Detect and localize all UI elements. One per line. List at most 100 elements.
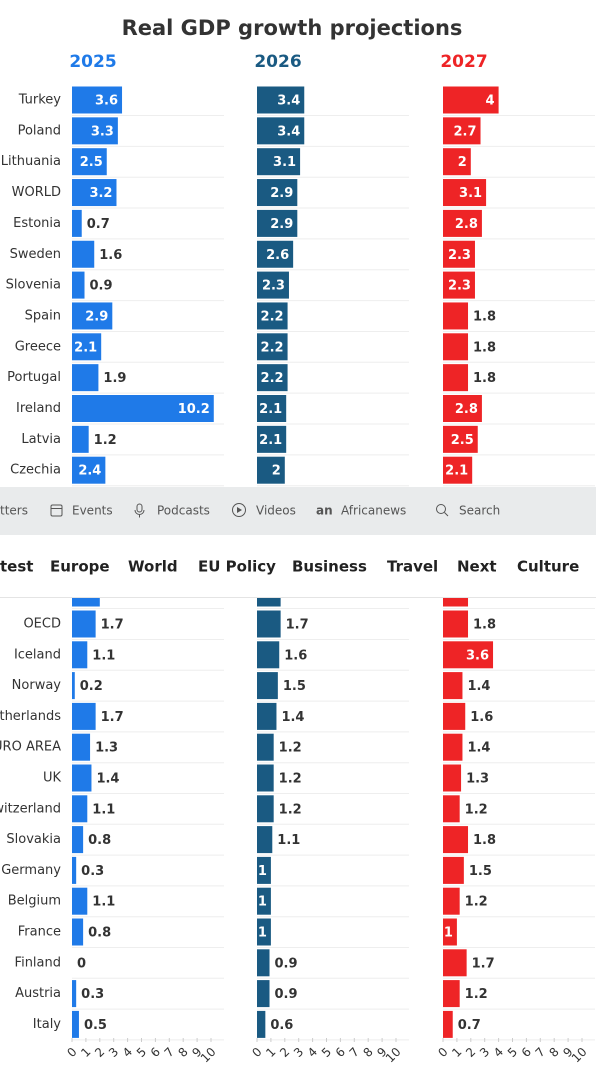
- category-label: witzerland: [0, 801, 61, 816]
- value-label: 2.9: [270, 217, 293, 232]
- x-tick-label: 10: [383, 1045, 404, 1066]
- value-label: 1.8: [473, 340, 496, 355]
- category-label: Germany: [1, 863, 61, 878]
- menu-item[interactable]: test: [0, 558, 33, 576]
- value-label: 2.4: [78, 464, 101, 479]
- value-label: 1.6: [99, 248, 122, 263]
- value-label: 1.3: [466, 772, 489, 787]
- category-label: Lithuania: [1, 154, 61, 169]
- bar: [257, 980, 270, 1008]
- value-label: 0.7: [458, 1018, 481, 1033]
- bar: [257, 302, 288, 330]
- bar: [257, 887, 271, 915]
- bar: [72, 733, 91, 761]
- value-label: 1.1: [92, 895, 115, 910]
- series-header: 2026: [254, 52, 301, 72]
- bar: [443, 918, 457, 946]
- value-label: 1.3: [95, 741, 118, 756]
- value-label: 2.6: [266, 248, 289, 263]
- value-label: 0.8: [88, 926, 111, 941]
- bar: [443, 980, 460, 1008]
- x-tick-label: 3: [477, 1045, 492, 1060]
- bar: [72, 302, 113, 330]
- x-tick-label: 0: [435, 1045, 450, 1060]
- menu-item[interactable]: Business: [292, 558, 367, 576]
- category-label: OECD: [23, 617, 61, 632]
- category-label: Greece: [15, 339, 61, 354]
- bar: [443, 610, 469, 638]
- value-label: 2: [272, 464, 281, 479]
- value-label: 1.8: [473, 618, 496, 633]
- nav-item[interactable]: Podcasts: [157, 504, 210, 518]
- bar: [257, 395, 287, 422]
- bar: [72, 395, 214, 422]
- value-label: 1.2: [465, 802, 488, 817]
- nav-item[interactable]: Search: [459, 504, 500, 518]
- value-label: 2.5: [80, 155, 103, 170]
- search-icon: [444, 512, 449, 517]
- x-tick-label: 3: [291, 1045, 306, 1060]
- value-label: 0.3: [81, 864, 104, 879]
- category-label: Czechia: [10, 463, 61, 478]
- value-label: 1.5: [283, 679, 306, 694]
- bar: [257, 672, 278, 700]
- menu-item[interactable]: Europe: [50, 558, 110, 576]
- bar: [257, 86, 305, 114]
- category-label: Slovenia: [6, 278, 61, 293]
- menu-item[interactable]: Culture: [517, 558, 579, 576]
- value-label: 1.7: [101, 618, 124, 633]
- value-label: 2.8: [455, 217, 478, 232]
- value-label: 0: [77, 956, 86, 971]
- bar: [443, 672, 463, 700]
- category-label: Slovakia: [6, 832, 61, 847]
- value-label: 0.6: [270, 1018, 293, 1033]
- nav-item[interactable]: Events: [72, 504, 113, 518]
- category-label: Norway: [12, 678, 62, 693]
- x-tick-label: 2: [92, 1045, 107, 1060]
- menu-item[interactable]: World: [128, 558, 178, 576]
- value-label: 2.2: [261, 309, 284, 324]
- category-label: Latvia: [21, 432, 61, 447]
- menu-bar: [0, 535, 596, 597]
- category-label: Ireland: [16, 401, 61, 416]
- value-label: 3.4: [277, 94, 300, 109]
- x-tick-label: 10: [198, 1045, 219, 1066]
- value-label: 1.2: [279, 741, 302, 756]
- bar: [257, 949, 270, 977]
- menu-item[interactable]: EU Policy: [198, 558, 276, 576]
- bar: [72, 980, 77, 1008]
- value-label: 2.9: [85, 309, 108, 324]
- nav-item[interactable]: Africanews: [341, 504, 406, 518]
- x-tick-label: 2: [463, 1045, 478, 1060]
- podcasts-icon: [134, 509, 145, 518]
- category-label: WORLD: [12, 185, 61, 200]
- value-label: 0.9: [90, 279, 113, 294]
- category-label: UK: [43, 771, 62, 786]
- bar: [257, 148, 301, 176]
- value-label: 2.2: [261, 371, 284, 386]
- nav-item[interactable]: tters: [0, 504, 28, 518]
- value-label: 1.9: [103, 371, 126, 386]
- value-label: 1.1: [92, 802, 115, 817]
- value-label: 1.2: [279, 772, 302, 787]
- bar: [443, 764, 462, 792]
- value-label: 2.1: [445, 464, 468, 479]
- bar: [443, 641, 494, 669]
- x-tick-label: 6: [519, 1045, 534, 1060]
- search-icon: [436, 504, 446, 514]
- videos-icon: [232, 503, 246, 517]
- value-label: 1.7: [472, 956, 495, 971]
- menu-item[interactable]: Next: [457, 558, 497, 576]
- menu-item[interactable]: Travel: [387, 558, 438, 576]
- nav-item[interactable]: Videos: [256, 504, 296, 518]
- x-tick-label: 7: [162, 1045, 177, 1060]
- bar: [257, 918, 271, 946]
- value-label: 1.8: [473, 309, 496, 324]
- bar: [257, 179, 298, 207]
- x-tick-label: 8: [546, 1045, 561, 1060]
- value-label: 1.1: [277, 833, 300, 848]
- events-icon: [50, 504, 63, 517]
- bar: [443, 702, 466, 730]
- bar: [72, 702, 96, 730]
